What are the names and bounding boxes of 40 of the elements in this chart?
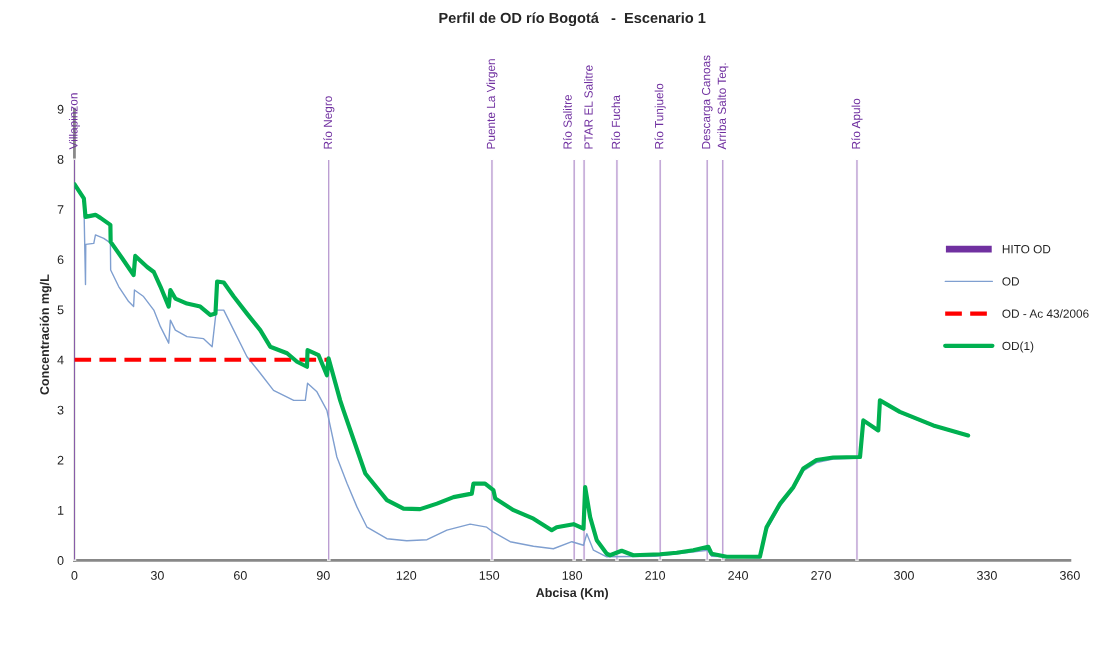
legend-label: HITO OD <box>1002 244 1051 254</box>
x-tick-label: 60 <box>234 571 247 580</box>
y-tick-label: 6 <box>57 255 64 265</box>
x-tick-label: 30 <box>150 571 164 580</box>
annotation: Río Negro <box>323 96 335 149</box>
annotation: Puente La Virgen <box>486 59 498 149</box>
y-tick-label: 9 <box>57 104 64 114</box>
legend-label: OD - Ac 43/2006 <box>1002 309 1089 318</box>
annotation: Río Apulo <box>851 98 863 149</box>
y-tick-label: 8 <box>57 154 64 164</box>
x-tick-label: 300 <box>894 571 914 580</box>
y-tick-label: 2 <box>57 455 64 465</box>
x-tick-label: 90 <box>316 571 330 580</box>
y-axis-title: Concentración mg/L <box>39 274 52 395</box>
x-tick-label: 240 <box>728 571 749 580</box>
y-tick-label: 4 <box>57 355 64 365</box>
y-tick-label: 7 <box>57 205 64 214</box>
annotation: Río Tunjuelo <box>654 83 666 149</box>
annotation: Río Fucha <box>611 95 621 149</box>
x-tick-label: 0 <box>71 571 78 580</box>
annotation: Descarga Canoas <box>701 55 713 149</box>
annotation: Villapinzon <box>68 93 80 150</box>
chart-title: Perfil de OD río Bogotá - Escenario 1 <box>439 12 706 27</box>
x-tick-label: 330 <box>976 571 997 580</box>
y-tick-label: 5 <box>57 305 64 315</box>
x-tick-label: 270 <box>811 571 831 580</box>
x-tick-label: 210 <box>645 571 666 580</box>
y-tick-label: 3 <box>57 405 64 415</box>
x-axis-title: Abcisa (Km) <box>536 587 609 600</box>
annotation: Río Salitre <box>562 94 572 149</box>
y-tick-label: 0 <box>57 556 64 565</box>
x-tick-label: 150 <box>479 571 500 580</box>
legend-label: OD <box>1002 277 1019 286</box>
y-tick-label: 1 <box>58 506 64 515</box>
legend-label: OD(1) <box>1002 341 1034 353</box>
annotation: PTAR EL Salitre <box>584 65 593 149</box>
x-tick-label: 180 <box>562 571 583 580</box>
x-tick-label: 120 <box>396 571 417 580</box>
annotation: Arriba Salto Teq. <box>717 63 729 150</box>
x-tick-label: 360 <box>1059 571 1080 580</box>
